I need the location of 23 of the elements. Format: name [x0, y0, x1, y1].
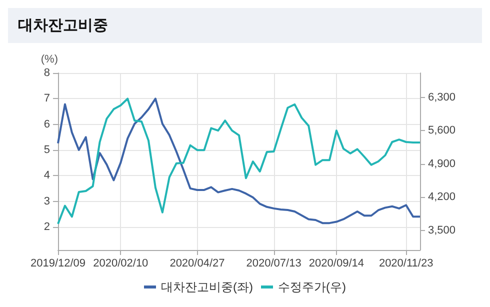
- y-tick-label: 4: [44, 170, 50, 182]
- x-tick-label: 2020/04/27: [170, 258, 225, 270]
- x-tick-label: 2020/02/10: [93, 258, 148, 270]
- x-tick-label: 2020/07/13: [246, 258, 302, 270]
- y-tick-label: 6: [44, 118, 50, 130]
- legend-label: 수정주가(우): [278, 280, 346, 294]
- y2-tick-label: 4,200: [428, 191, 456, 204]
- legend-label: 대차잔고비중(좌): [161, 280, 254, 294]
- x-tick-label: 2019/12/09: [30, 258, 86, 270]
- y2-tick-label: 6,300: [428, 91, 456, 104]
- y2-tick-label: 5,600: [428, 124, 456, 137]
- y2-tick-label: 4,900: [428, 158, 456, 170]
- y2-tick-label: 3,500: [428, 224, 456, 236]
- x-tick-label: 2020/11/23: [378, 258, 434, 270]
- line-series: [57, 98, 421, 224]
- x-tick-label: 2020/09/14: [308, 258, 364, 270]
- y-tick-label: 2: [44, 220, 50, 233]
- y-axis-title: (%): [40, 54, 58, 66]
- y-tick-label: 5: [44, 144, 50, 156]
- y-tick-label: 7: [44, 92, 50, 105]
- chart-title: 대차잔고비중: [8, 8, 482, 43]
- y-tick-label: 8: [44, 67, 50, 79]
- y-tick-label: 3: [44, 195, 50, 208]
